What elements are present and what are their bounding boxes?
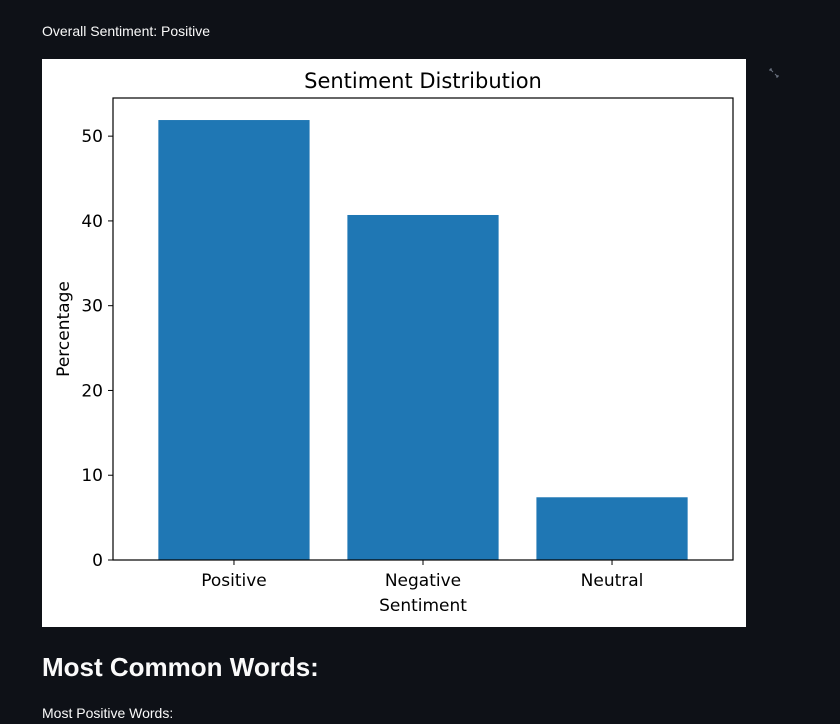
y-tick-label-30: 30 xyxy=(81,297,103,317)
bar-negative xyxy=(347,214,499,560)
overall-sentiment-text: Overall Sentiment: Positive xyxy=(42,23,211,39)
plot-frame xyxy=(112,97,734,561)
sentiment-distribution-chart: Sentiment Distribution Positive Negative N… xyxy=(54,69,734,616)
fullscreen-icon[interactable] xyxy=(768,67,780,79)
x-tick-label-negative: Negative xyxy=(385,571,461,591)
bar-neutral xyxy=(536,497,688,560)
x-axis-label: Sentiment xyxy=(379,596,467,616)
y-axis-label: Percentage xyxy=(54,281,74,377)
y-tick-label-10: 10 xyxy=(81,466,103,486)
y-tick-label-0: 0 xyxy=(92,551,103,571)
bar-positive xyxy=(158,120,310,560)
y-tick-label-40: 40 xyxy=(81,212,103,232)
x-tick-label-positive: Positive xyxy=(201,571,267,591)
most-positive-words-label: Most Positive Words: xyxy=(42,705,174,721)
y-tick-label-20: 20 xyxy=(81,381,103,401)
most-common-words-heading: Most Common Words: xyxy=(42,652,319,682)
y-tick-label-50: 50 xyxy=(81,127,103,147)
sentiment-chart: Sentiment Distribution Positive Negative N… xyxy=(42,59,746,627)
chart-title: Sentiment Distribution xyxy=(304,69,542,93)
x-tick-label-neutral: Neutral xyxy=(581,571,644,591)
